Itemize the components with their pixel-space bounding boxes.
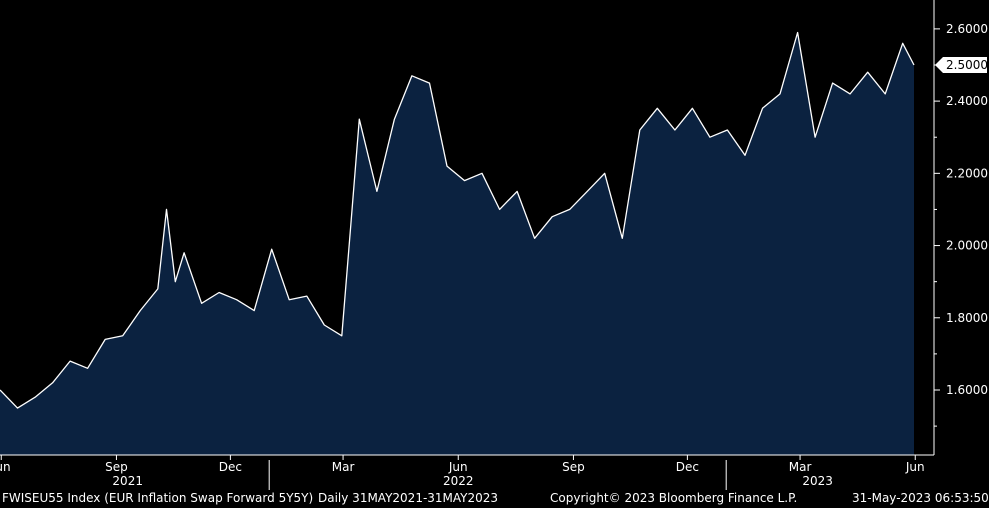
axis-layer: 1.6000 1.8000 2.0000 2.2000 2.4000 2.6000 2.50… <box>0 0 988 490</box>
footer-copyright: Copyright© 2023 Bloomberg Finance L.P. <box>550 491 798 505</box>
x-tick-label: Sep <box>105 460 128 474</box>
x-tick-label: Mar <box>789 460 812 474</box>
y-tick-label: 2.4000 <box>946 94 988 108</box>
footer-bar: FWISEU55 Index (EUR Inflation Swap Forwa… <box>0 490 989 508</box>
x-tick-label: Jun <box>0 460 11 474</box>
footer-ticker: FWISEU55 Index (EUR Inflation Swap Forwa… <box>2 491 314 505</box>
y-tick-label: 2.0000 <box>946 239 988 253</box>
chart-svg: 1.6000 1.8000 2.0000 2.2000 2.4000 2.6000 2.50… <box>0 0 988 490</box>
y-tick-label: 1.8000 <box>946 311 988 325</box>
x-tick-label: Sep <box>562 460 585 474</box>
x-tick-label: Jun <box>905 460 925 474</box>
year-label: 2021 <box>112 474 143 488</box>
x-tick-label: Dec <box>676 460 699 474</box>
footer-date-range: Daily 31MAY2021-31MAY2023 <box>318 491 499 505</box>
year-label: 2023 <box>802 474 833 488</box>
series-layer <box>0 31 915 455</box>
y-tick-label: 2.2000 <box>946 166 988 180</box>
footer-timestamp: 31-May-2023 06:53:50 <box>852 491 989 505</box>
x-tick-label: Mar <box>332 460 355 474</box>
y-tick-label: 2.6000 <box>946 22 988 36</box>
y-tick-label: 1.6000 <box>946 383 988 397</box>
last-value-marker <box>935 57 987 73</box>
year-label: 2022 <box>443 474 474 488</box>
series-line <box>0 31 915 409</box>
last-value-label: 2.5000 <box>946 58 988 72</box>
x-tick-label: Jun <box>448 460 468 474</box>
series-area <box>0 32 914 455</box>
x-tick-label: Dec <box>219 460 242 474</box>
